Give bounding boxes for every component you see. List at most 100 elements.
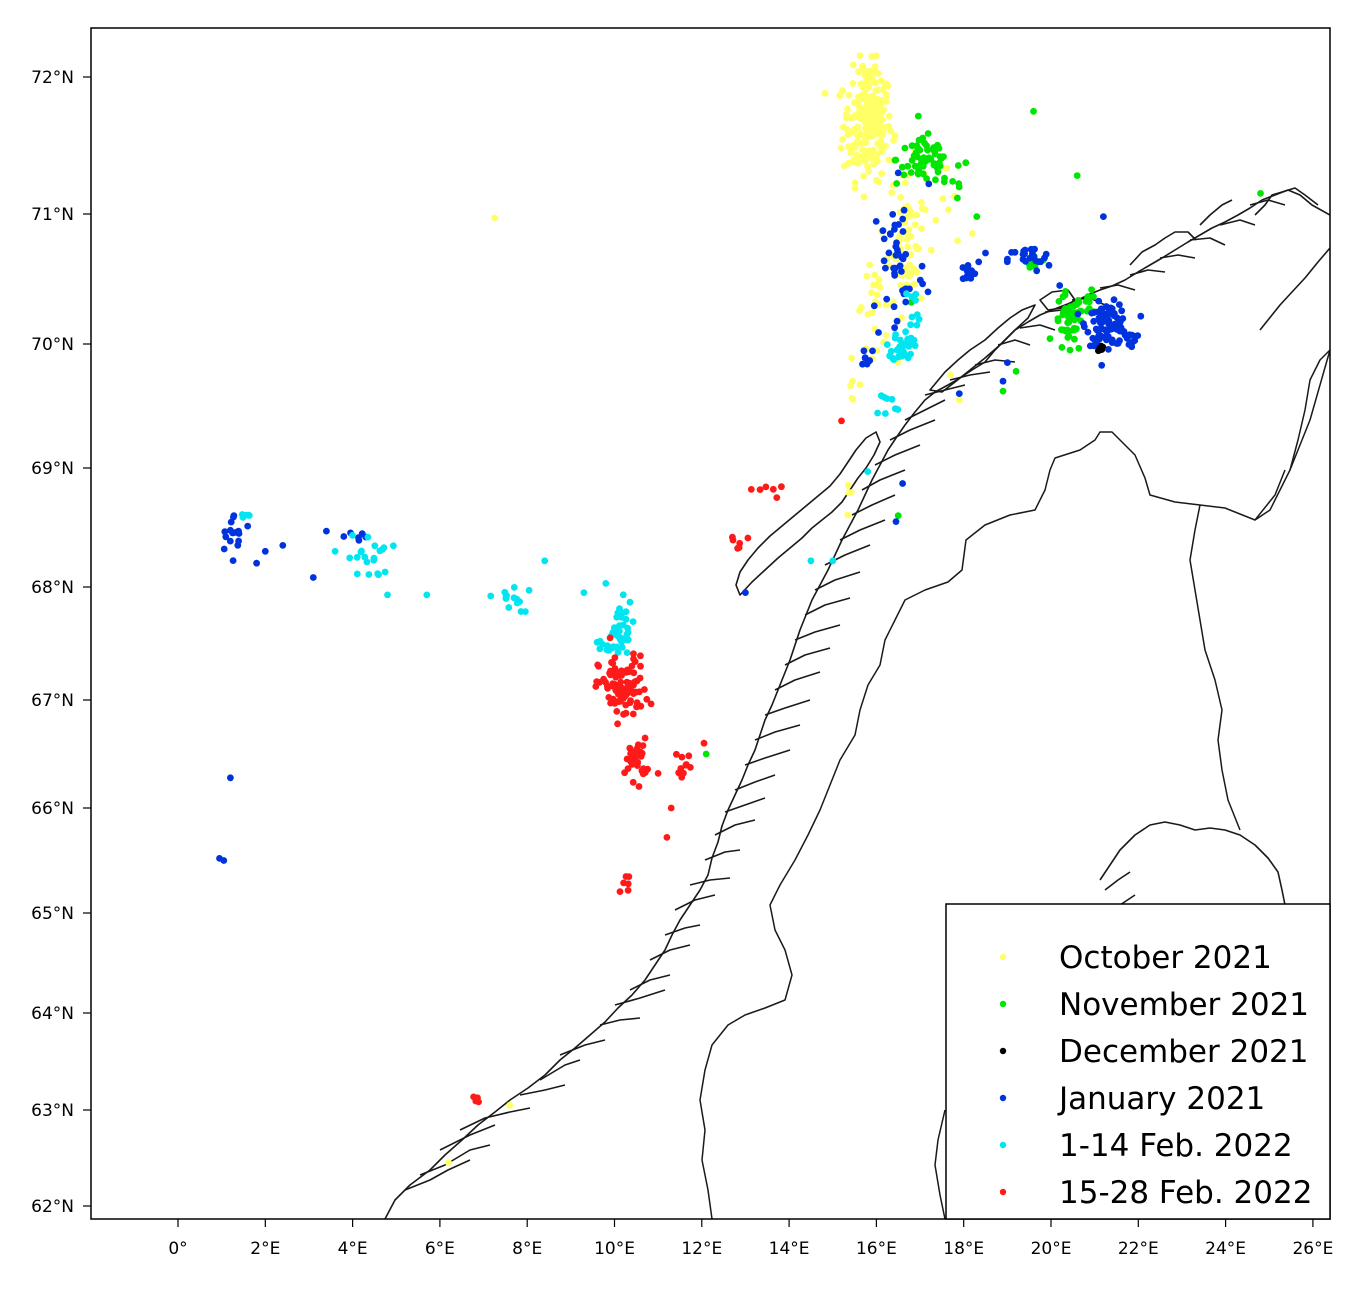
observation-point [898, 346, 906, 353]
legend-label: January 2021 [1057, 1081, 1265, 1117]
observation-point [609, 660, 617, 667]
lat-tick-label: 70°N [31, 335, 74, 355]
observation-point [882, 301, 890, 309]
observation-point [229, 529, 236, 537]
observation-point [635, 783, 643, 790]
observation-point [244, 522, 252, 530]
observation-point [941, 174, 948, 182]
observation-point [912, 296, 919, 304]
observation-point [1064, 319, 1072, 327]
observation-point [632, 688, 639, 696]
observation-point [851, 184, 859, 192]
observation-point [911, 221, 919, 229]
observation-point [902, 328, 909, 336]
observation-point [917, 295, 925, 302]
observation-point [221, 528, 229, 536]
lon-tick-label: 4°E [338, 1239, 368, 1259]
observation-point [870, 302, 878, 310]
observation-point [667, 804, 675, 812]
observation-point [868, 289, 875, 297]
observation-point [700, 739, 708, 747]
observation-point [898, 268, 905, 275]
observation-point [245, 511, 252, 519]
lat-tick-label: 65°N [31, 904, 74, 924]
observation-point [925, 180, 933, 188]
observation-point [220, 545, 228, 553]
legend-label: November 2021 [1059, 987, 1309, 1023]
observation-point [872, 218, 880, 225]
observation-point [882, 332, 890, 339]
observation-point [1059, 309, 1067, 316]
observation-point [849, 61, 857, 69]
lat-tick-label: 63°N [31, 1101, 74, 1121]
observation-point [1095, 297, 1103, 305]
observation-point [847, 382, 854, 390]
observation-point [916, 276, 924, 284]
observation-point [912, 290, 920, 298]
lon-tick-label: 6°E [425, 1239, 455, 1259]
observation-point [235, 537, 243, 545]
observation-point [384, 591, 391, 599]
observation-point [969, 230, 976, 237]
observation-point [742, 589, 749, 596]
observation-point [849, 80, 857, 87]
observation-point [907, 321, 914, 329]
observation-point [886, 230, 894, 238]
observation-point [999, 387, 1007, 395]
sweden-norway-border [699, 349, 1330, 1219]
observation-point [878, 77, 885, 84]
observation-point [309, 574, 317, 581]
observation-point [613, 613, 621, 621]
observation-point [1058, 344, 1066, 351]
lon-tick-label: 0° [168, 1239, 187, 1259]
observation-point [1062, 288, 1069, 295]
finnmark-coast [1129, 187, 1330, 331]
lat-tick-label: 66°N [31, 799, 74, 819]
observation-point [982, 249, 989, 257]
observation-point [949, 178, 956, 185]
observation-point [1090, 317, 1098, 325]
observation-point [856, 381, 864, 388]
observation-point [1128, 331, 1136, 339]
observation-point [877, 137, 885, 145]
observation-point [627, 758, 635, 766]
observation-point [1113, 325, 1121, 333]
observation-point [1113, 340, 1121, 347]
observation-point [848, 354, 855, 362]
lon-tick-label: 18°E [943, 1239, 984, 1259]
observation-point [807, 557, 815, 565]
observation-point [1073, 325, 1080, 333]
observation-point [860, 193, 868, 201]
observation-point [843, 111, 850, 119]
latitude-axis: 72°N 71°N 70°N 69°N 68°N 67°N 66°N 65°N 64°N 63°N… [31, 68, 91, 1217]
observation-point [919, 170, 927, 178]
observation-point [622, 873, 630, 880]
observation-point [851, 129, 859, 137]
observation-point [866, 104, 873, 112]
observation-point [893, 180, 901, 187]
observation-point [908, 142, 916, 150]
lon-tick-label: 22°E [1118, 1239, 1159, 1259]
observation-point [633, 745, 641, 753]
lat-tick-label: 69°N [31, 459, 74, 479]
lon-tick-label: 10°E [594, 1239, 635, 1259]
observation-point [624, 880, 632, 888]
observation-point [624, 887, 632, 894]
observation-point [673, 750, 680, 758]
observation-point [892, 251, 900, 259]
observation-point [869, 123, 877, 130]
observation-point [899, 480, 906, 487]
observation-point [762, 483, 770, 491]
observation-point [1056, 282, 1064, 289]
observation-point [747, 486, 755, 493]
observation-point [472, 1097, 480, 1105]
observation-point [882, 91, 890, 98]
observation-point [899, 228, 907, 235]
observation-point [778, 483, 785, 491]
observation-point [845, 91, 853, 99]
observation-point [1137, 312, 1145, 320]
observation-point [861, 157, 869, 165]
observation-point [891, 405, 899, 413]
observation-point [629, 778, 637, 786]
observation-point [924, 288, 932, 296]
